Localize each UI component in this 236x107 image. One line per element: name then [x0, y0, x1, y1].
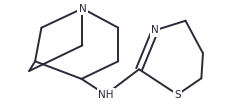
Text: NH: NH: [98, 90, 113, 100]
Text: N: N: [79, 4, 86, 13]
Text: N: N: [151, 25, 159, 35]
Text: S: S: [174, 90, 181, 100]
